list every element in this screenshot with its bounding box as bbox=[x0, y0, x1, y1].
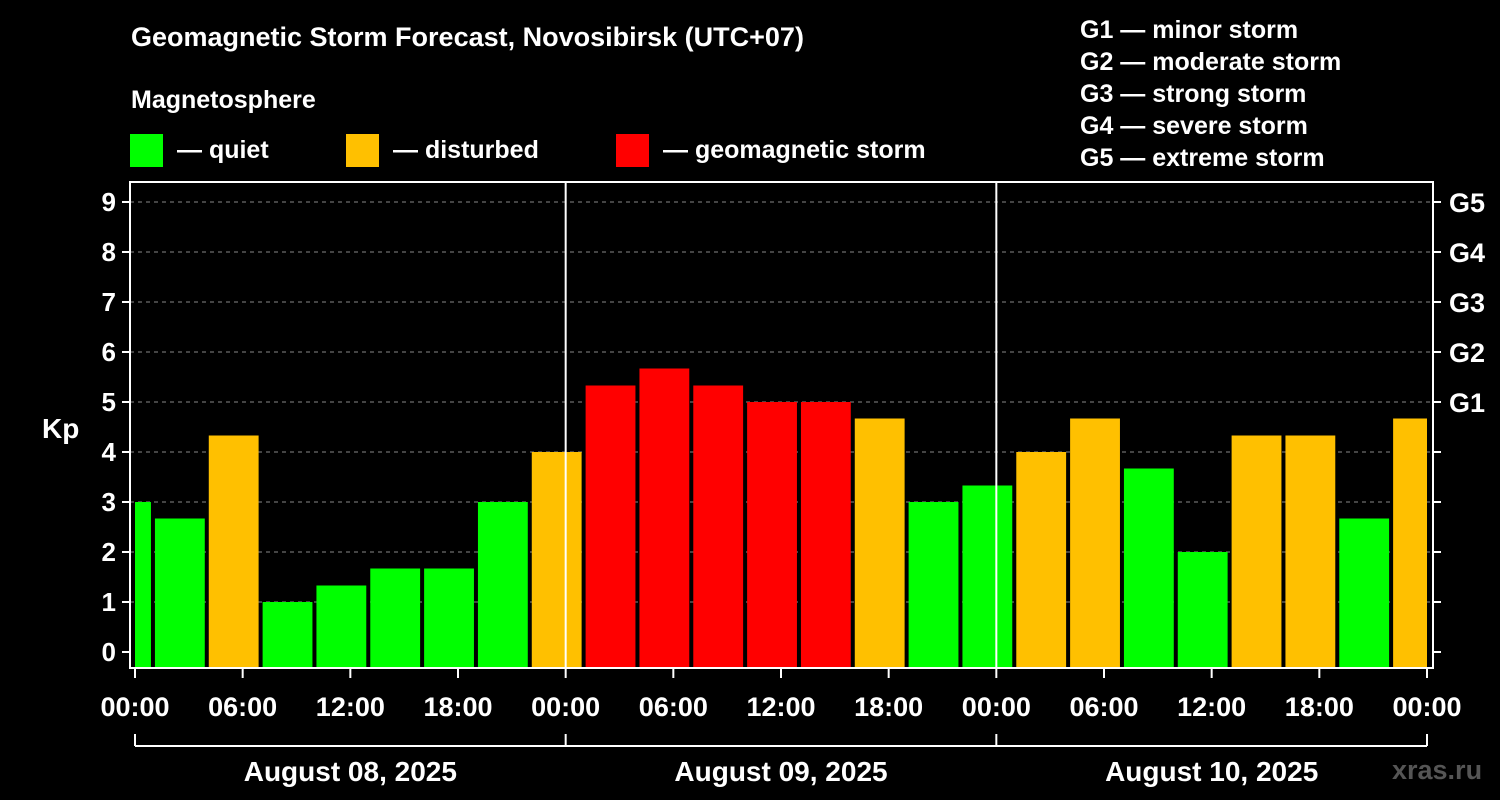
kp-bar-5 bbox=[370, 568, 421, 668]
kp-bar-21 bbox=[1231, 435, 1282, 668]
kp-bar-10 bbox=[639, 368, 690, 668]
kp-bar-15 bbox=[908, 502, 959, 668]
kp-bar-23 bbox=[1339, 518, 1390, 668]
kp-bar-18 bbox=[1070, 418, 1120, 668]
kp-bar-16 bbox=[962, 485, 1013, 668]
kp-bar-8 bbox=[531, 452, 582, 668]
legend-label-disturbed: — disturbed bbox=[393, 135, 539, 164]
x-tick-label: 06:00 bbox=[1069, 692, 1138, 722]
kp-bar-7 bbox=[477, 502, 528, 668]
g-scale-label: G5 bbox=[1449, 188, 1485, 218]
storm-scale-g3: G3 — strong storm bbox=[1080, 80, 1307, 108]
y-tick-label: 7 bbox=[102, 287, 116, 317]
y-tick-label: 5 bbox=[102, 387, 116, 417]
x-tick-label: 12:00 bbox=[746, 692, 815, 722]
x-tick-label: 18:00 bbox=[854, 692, 923, 722]
kp-bar-24 bbox=[1393, 418, 1427, 668]
x-tick-label: 06:00 bbox=[208, 692, 277, 722]
legend-swatch-disturbed bbox=[346, 133, 379, 167]
y-tick-label: 0 bbox=[102, 637, 116, 667]
kp-bar-14 bbox=[854, 418, 905, 668]
x-tick-label: 00:00 bbox=[1392, 692, 1461, 722]
x-tick-label: 06:00 bbox=[639, 692, 708, 722]
y-tick-label: 8 bbox=[102, 237, 116, 267]
legend-swatch-quiet bbox=[130, 133, 163, 167]
x-tick-label: 00:00 bbox=[100, 692, 169, 722]
kp-bar-19 bbox=[1123, 468, 1174, 668]
chart-title: Geomagnetic Storm Forecast, Novosibirsk … bbox=[131, 22, 804, 52]
storm-scale-g2: G2 — moderate storm bbox=[1080, 48, 1342, 76]
storm-scale-g1: G1 — minor storm bbox=[1080, 16, 1299, 44]
g-scale-label: G3 bbox=[1449, 288, 1485, 318]
y-axis-title: Kp bbox=[42, 413, 79, 444]
y-tick-label: 6 bbox=[102, 337, 116, 367]
x-tick-label: 00:00 bbox=[962, 692, 1031, 722]
x-tick-label: 18:00 bbox=[1285, 692, 1354, 722]
legend-label-storm: — geomagnetic storm bbox=[663, 135, 926, 164]
legend-storm: — geomagnetic storm bbox=[616, 133, 926, 167]
kp-bar-2 bbox=[208, 435, 259, 668]
day-label: August 08, 2025 bbox=[244, 756, 457, 787]
legend-quiet: — quiet bbox=[130, 133, 269, 167]
g-scale-label: G1 bbox=[1449, 388, 1485, 418]
kp-bar-22 bbox=[1285, 435, 1336, 668]
x-tick-label: 12:00 bbox=[316, 692, 385, 722]
y-tick-label: 3 bbox=[102, 487, 116, 517]
kp-bar-1 bbox=[154, 518, 205, 668]
x-tick-label: 12:00 bbox=[1177, 692, 1246, 722]
storm-scale-list: G1 — minor storm G2 — moderate storm G3 … bbox=[1080, 14, 1341, 174]
y-tick-label: 9 bbox=[102, 187, 116, 217]
g-scale-label: G2 bbox=[1449, 338, 1485, 368]
g-scale-label: G4 bbox=[1449, 238, 1485, 268]
chart-subtitle: Magnetosphere bbox=[131, 86, 316, 114]
y-tick-label: 4 bbox=[102, 437, 117, 467]
y-tick-label: 2 bbox=[102, 537, 116, 567]
kp-bar-13 bbox=[800, 402, 851, 668]
legend-disturbed: — disturbed bbox=[346, 133, 539, 167]
kp-bar-20 bbox=[1177, 552, 1228, 668]
kp-bar-0 bbox=[135, 502, 151, 668]
kp-bar-3 bbox=[262, 602, 313, 668]
day-label: August 10, 2025 bbox=[1105, 756, 1318, 787]
kp-bar-11 bbox=[693, 385, 744, 668]
x-tick-label: 18:00 bbox=[423, 692, 492, 722]
kp-bar-4 bbox=[316, 585, 367, 668]
x-tick-label: 00:00 bbox=[531, 692, 600, 722]
legend-label-quiet: — quiet bbox=[177, 135, 269, 164]
kp-bar-12 bbox=[747, 402, 797, 668]
kp-bar-17 bbox=[1016, 452, 1067, 668]
legend-swatch-storm bbox=[616, 133, 649, 167]
storm-scale-g4: G4 — severe storm bbox=[1080, 112, 1308, 140]
kp-bar-9 bbox=[585, 385, 636, 668]
day-label: August 09, 2025 bbox=[674, 756, 887, 787]
kp-bar-6 bbox=[424, 568, 474, 668]
y-tick-label: 1 bbox=[102, 587, 116, 617]
storm-scale-g5: G5 — extreme storm bbox=[1080, 144, 1325, 172]
watermark: xras.ru bbox=[1392, 755, 1483, 785]
